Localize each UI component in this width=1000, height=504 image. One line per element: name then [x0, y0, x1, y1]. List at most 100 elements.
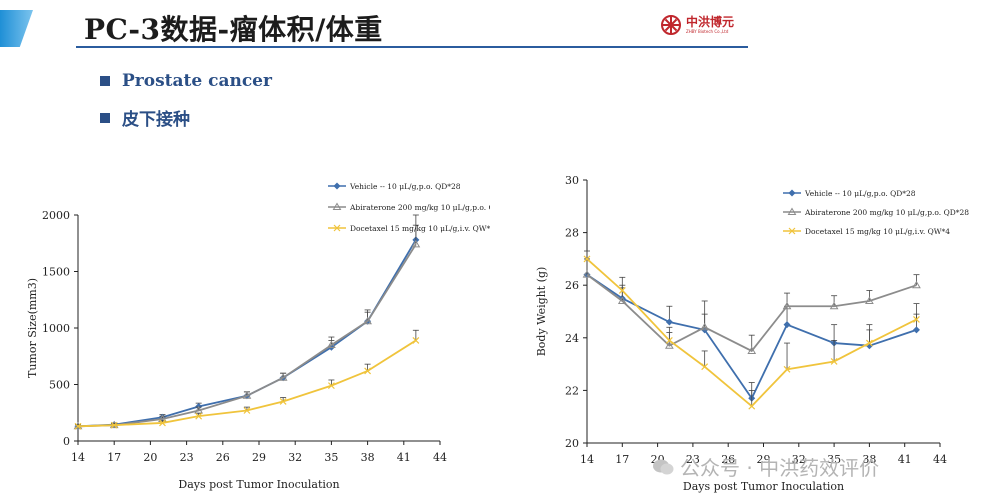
- y-tick-label: 1500: [42, 266, 70, 279]
- x-tick-label: 38: [361, 451, 375, 464]
- y-tick-label: 1000: [42, 322, 70, 335]
- series-docetaxel: [583, 250, 920, 410]
- y-tick-label: 28: [565, 227, 579, 240]
- x-tick-label: 14: [580, 453, 594, 466]
- watermark-text: 公众号 · 中洪药效评价: [680, 456, 880, 480]
- series-line-abiraterone: [77, 243, 417, 428]
- y-tick-label: 30: [565, 174, 579, 187]
- x-tick-label: 41: [898, 453, 912, 466]
- bullet-text: 皮下接种: [122, 110, 190, 130]
- slide-title: PC-3数据-瘤体积/体重: [84, 13, 383, 46]
- data-point-docetaxel: [583, 255, 591, 263]
- bullet-square-icon: [100, 112, 110, 123]
- legend-marker: [787, 207, 797, 215]
- bullet-subcutaneous: 皮下接种: [100, 105, 190, 130]
- legend-label: Abiraterone 200 mg/kg 10 μL/g,p.o. QD*28: [349, 203, 490, 212]
- data-point-docetaxel: [364, 367, 372, 375]
- x-tick-label: 26: [216, 451, 230, 464]
- legend-item-docetaxel: Docetaxel 15 mg/kg 10 μL/g,i.v. QW*4: [783, 227, 950, 236]
- x-tick-label: 20: [143, 451, 157, 464]
- bullet-text: Prostate cancer: [122, 71, 272, 91]
- data-point-abiraterone: [327, 340, 336, 348]
- x-tick-label: 17: [107, 451, 121, 464]
- x-tick-label: 44: [433, 451, 447, 464]
- data-point-docetaxel: [618, 287, 626, 294]
- y-tick-label: 20: [565, 437, 579, 450]
- legend-marker: [333, 224, 341, 232]
- legend-label: Abiraterone 200 mg/kg 10 μL/g,p.o. QD*28: [804, 208, 969, 217]
- data-point-abiraterone: [829, 301, 839, 310]
- data-point-docetaxel: [243, 407, 251, 414]
- chat-bubble-icon: [653, 459, 674, 474]
- x-tick-label: 23: [180, 451, 194, 464]
- data-point-abiraterone: [664, 341, 674, 349]
- data-point-docetaxel: [327, 382, 335, 390]
- legend-marker: [332, 202, 342, 210]
- data-point-docetaxel: [279, 398, 287, 405]
- x-tick-label: 35: [324, 451, 338, 464]
- y-tick-label: 22: [565, 384, 579, 397]
- logo-mark-icon: [661, 15, 681, 35]
- data-point-abiraterone: [912, 280, 921, 289]
- x-tick-label: 38: [862, 453, 876, 466]
- legend-label: Vehicle -- 10 μL/g,p.o. QD*28: [804, 189, 916, 198]
- series-abiraterone: [73, 224, 421, 430]
- bullet-prostate-cancer: Prostate cancer: [100, 71, 272, 91]
- series-line-abiraterone: [586, 273, 917, 353]
- y-tick-label: 26: [565, 279, 579, 292]
- legend-item-vehicle: Vehicle -- 10 μL/g,p.o. QD*28: [328, 182, 461, 191]
- x-tick-label: 32: [288, 451, 302, 464]
- x-tick-label: 14: [71, 451, 85, 464]
- data-point-docetaxel: [913, 315, 920, 323]
- data-point-docetaxel: [110, 421, 118, 429]
- data-point-docetaxel: [159, 419, 166, 427]
- data-point-docetaxel: [195, 412, 203, 420]
- series-docetaxel: [74, 329, 420, 430]
- data-point-docetaxel: [412, 337, 420, 344]
- logo-subtitle: ZHBY Biotech Co.,Ltd: [686, 29, 729, 34]
- x-tick-label: 29: [757, 453, 771, 466]
- x-tick-label: 32: [792, 453, 806, 466]
- data-point-docetaxel: [865, 339, 873, 347]
- legend-label: Docetaxel 15 mg/kg 10 μL/g,i.v. QW*4: [350, 224, 490, 233]
- x-tick-label: 41: [397, 451, 411, 464]
- data-point-docetaxel: [665, 337, 673, 344]
- legend-marker: [788, 189, 796, 197]
- y-tick-label: 2000: [42, 209, 70, 222]
- data-point-abiraterone: [242, 391, 252, 399]
- x-tick-label: 17: [615, 453, 629, 466]
- data-point-abiraterone: [617, 296, 627, 304]
- x-tick-label: 23: [686, 453, 700, 466]
- data-point-vehicle: [912, 326, 920, 334]
- title-rule: [76, 46, 748, 48]
- legend-item-docetaxel: Docetaxel 15 mg/kg 10 μL/g,i.v. QW*4: [328, 224, 490, 233]
- x-axis-label: Days post Tumor Inoculation: [178, 478, 339, 491]
- data-point-abiraterone: [865, 296, 874, 304]
- data-point-vehicle: [665, 318, 673, 326]
- data-point-abiraterone: [700, 322, 710, 331]
- legend-marker: [333, 182, 341, 190]
- legend-label: Vehicle -- 10 μL/g,p.o. QD*28: [349, 182, 461, 191]
- data-point-abiraterone: [747, 346, 757, 354]
- legend-marker: [788, 227, 796, 235]
- legend-label: Docetaxel 15 mg/kg 10 μL/g,i.v. QW*4: [805, 227, 950, 236]
- series-vehicle: [74, 214, 420, 430]
- data-point-vehicle: [783, 321, 791, 329]
- legend-item-abiraterone: Abiraterone 200 mg/kg 10 μL/g,p.o. QD*28: [328, 202, 490, 212]
- y-axis-label: Body Weight (g): [535, 267, 548, 357]
- title-accent-bar: [0, 10, 33, 47]
- y-tick-label: 0: [63, 435, 70, 448]
- x-tick-label: 44: [933, 453, 947, 466]
- logo-name: 中洪博元: [686, 15, 735, 29]
- company-logo: 中洪博元 ZHBY Biotech Co.,Ltd: [660, 14, 734, 36]
- data-point-abiraterone: [363, 316, 372, 325]
- series-line-docetaxel: [77, 339, 417, 428]
- data-point-abiraterone: [411, 239, 421, 248]
- data-point-abiraterone: [582, 270, 592, 278]
- bullet-square-icon: [100, 76, 110, 86]
- tumor-size-chart: 0 500 1000 1500 2000 14 17 20 23 26 29 32 35 38 41 44 Da…: [26, 182, 490, 491]
- y-tick-label: 24: [565, 332, 579, 345]
- data-point-docetaxel: [830, 358, 838, 365]
- data-point-abiraterone: [782, 301, 792, 310]
